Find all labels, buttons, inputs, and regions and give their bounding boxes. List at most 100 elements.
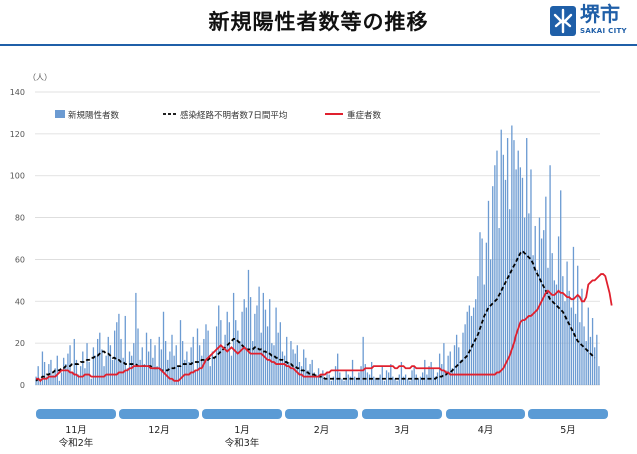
bar [519,167,522,385]
bar [311,359,313,385]
bar [275,307,277,385]
bar [230,355,233,385]
bar [390,364,392,385]
bar [494,165,496,385]
bar [381,366,383,385]
bar [404,374,407,385]
bar [109,345,112,385]
bar [337,353,339,385]
bar [175,345,177,385]
bar [585,341,587,385]
bar [398,374,400,385]
bar [557,236,560,385]
bar [198,345,201,385]
bar [56,355,58,385]
bar [540,238,543,385]
bar [424,359,426,385]
bar [226,311,228,385]
bar [455,334,458,385]
month-band [446,409,525,419]
bar [118,313,120,385]
title-divider [0,44,637,46]
bar [475,299,477,385]
bar [249,297,252,385]
bar [105,355,107,385]
bar [451,368,454,385]
bar [192,336,194,385]
bar [375,378,377,385]
bar [513,140,515,385]
bar [194,370,197,385]
bar [555,284,558,385]
bar [458,347,460,385]
bar-series [35,125,600,385]
month-label: 11月 [65,425,87,436]
bar [594,347,596,385]
sakai-emblem-icon [550,6,576,36]
y-axis: 0 20 40 60 80 100 120 140 [10,88,25,390]
bar [572,246,575,385]
month-sublabel: 令和3年 [225,437,260,449]
y-tick-label: 140 [10,88,25,97]
bar [356,378,358,385]
bar [506,138,509,385]
bar [574,313,577,385]
bar [211,351,214,385]
bar [147,351,150,385]
bar [252,341,254,385]
bar [570,307,572,385]
y-tick-label: 120 [10,130,25,139]
bar [479,232,481,385]
bar [169,351,171,385]
series-line-unknown-route-avg [35,249,596,382]
bar [277,332,279,385]
bar [315,374,318,385]
bar [80,366,82,385]
bar [107,336,109,385]
bar [162,311,165,385]
bar [468,305,471,385]
bar [334,366,337,385]
month-label: 1月 [234,425,250,436]
bar [460,359,462,385]
bar [313,372,315,385]
bar [152,357,154,385]
bar [71,372,73,385]
bar [502,154,505,385]
bar [65,364,67,385]
bar [322,370,324,385]
bar [288,361,290,385]
bar [434,376,437,385]
bar [237,330,239,385]
bar [239,341,241,385]
bar [536,269,538,385]
month-band [119,409,199,419]
bar [407,378,409,385]
logo-subtitle: SAKAI CITY [580,27,627,35]
legend-label: 感染経路不明者数7日間平均 [180,110,287,121]
bar [373,376,375,385]
bar [509,209,511,385]
month-label: 4月 [478,425,494,436]
bar [262,292,264,385]
month-band [362,409,442,419]
bar [73,338,75,385]
bar [581,288,583,385]
bar [330,380,332,385]
bar [286,336,288,385]
bar [218,305,220,385]
bar [589,336,592,385]
bar [258,286,260,385]
bar [260,332,262,385]
bar [447,355,449,385]
bar [394,378,396,385]
bar [90,378,92,385]
bar [566,261,568,385]
bar [328,374,330,385]
y-tick-label: 80 [15,214,25,223]
bar [111,359,114,385]
bar [143,364,146,385]
bar [583,326,585,385]
bar [532,255,534,385]
bar [385,370,388,385]
